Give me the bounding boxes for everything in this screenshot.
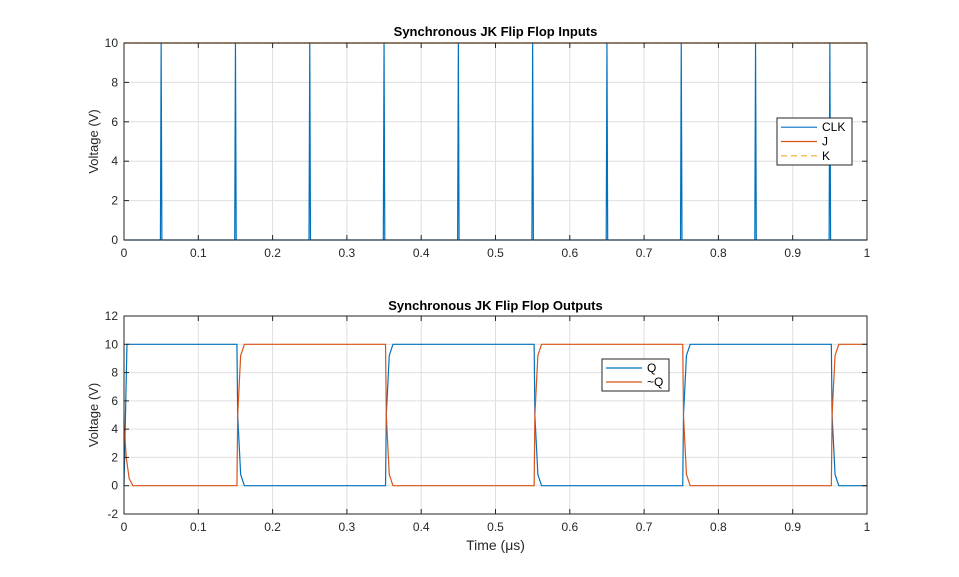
outputs-legend: Q~Q xyxy=(601,358,670,392)
inputs-y-tick-label: 4 xyxy=(111,154,118,168)
inputs-y-axis-label: Voltage (V) xyxy=(86,109,101,173)
outputs-legend-box xyxy=(601,358,670,392)
outputs-x-tick-label: 0.1 xyxy=(190,520,207,534)
inputs-grid xyxy=(124,43,867,240)
inputs-x-tick-label: 0.4 xyxy=(413,246,430,260)
outputs-y-tick-label: 8 xyxy=(111,366,118,380)
inputs-y-tick-label: 2 xyxy=(111,194,118,208)
outputs-series xyxy=(123,343,867,487)
outputs-x-axis-label: Time (μs) xyxy=(466,537,525,553)
outputs-y-tick-label: 2 xyxy=(111,450,118,464)
inputs-y-tick-label: 8 xyxy=(111,75,118,89)
outputs-y-axis-label: Voltage (V) xyxy=(86,383,101,447)
inputs-x-tick-label: 0.8 xyxy=(710,246,727,260)
inputs-legend-label: CLK xyxy=(822,120,845,134)
outputs-legend-label: ~Q xyxy=(647,375,663,389)
outputs-x-tick-label: 0.7 xyxy=(636,520,653,534)
outputs-x-tick-label: 0.5 xyxy=(487,520,504,534)
inputs-x-tick-label: 0.9 xyxy=(784,246,801,260)
inputs-x-tick-label: 0 xyxy=(121,246,128,260)
inputs-x-tick-label: 0.6 xyxy=(561,246,578,260)
outputs-axes: 0 0.1 0.2 0.3 0.4 0.5 0.6 0.7 0.8 0.9 1-2024681012… xyxy=(86,298,871,553)
outputs-y-tick-label: 0 xyxy=(111,479,118,493)
inputs-y-tick-label: 0 xyxy=(111,233,118,247)
inputs-x-tick-label: 0.5 xyxy=(487,246,504,260)
inputs-x-tick-label: 0.3 xyxy=(339,246,356,260)
outputs-x-tick-label: 1 xyxy=(864,520,871,534)
inputs-x-tick-label: 0.2 xyxy=(264,246,281,260)
outputs-x-tick-label: 0.4 xyxy=(413,520,430,534)
outputs-x-tick-label: 0 xyxy=(121,520,128,534)
outputs-x-tick-label: 0.2 xyxy=(264,520,281,534)
inputs-x-tick-label: 0.7 xyxy=(636,246,653,260)
outputs-x-tick-label: 0.6 xyxy=(561,520,578,534)
inputs-y-tick-label: 10 xyxy=(105,36,119,50)
outputs-x-tick-label: 0.9 xyxy=(784,520,801,534)
outputs-y-tick-label: 12 xyxy=(105,309,119,323)
outputs-legend-label: Q xyxy=(647,361,656,375)
inputs-legend-label: K xyxy=(822,149,830,163)
inputs-title: Synchronous JK Flip Flop Inputs xyxy=(394,24,598,39)
inputs-legend-label: J xyxy=(822,135,828,149)
outputs-x-tick-label: 0.8 xyxy=(710,520,727,534)
outputs-y-tick-label: -2 xyxy=(107,507,118,521)
inputs-x-tick-label: 1 xyxy=(864,246,871,260)
outputs-title: Synchronous JK Flip Flop Outputs xyxy=(388,298,603,313)
inputs-x-tick-label: 0.1 xyxy=(190,246,207,260)
inputs-y-tick-label: 6 xyxy=(111,115,118,129)
outputs-series-not-q-line xyxy=(123,343,867,487)
outputs-y-tick-label: 4 xyxy=(111,422,118,436)
outputs-y-tick-label: 6 xyxy=(111,394,118,408)
outputs-y-tick-label: 10 xyxy=(105,337,119,351)
outputs-x-tick-label: 0.3 xyxy=(339,520,356,534)
